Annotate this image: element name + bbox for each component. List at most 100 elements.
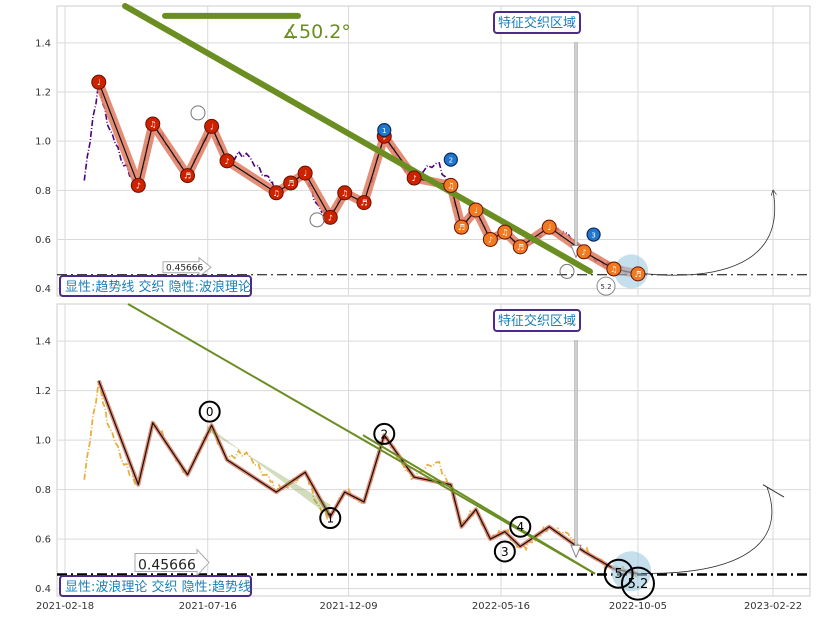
wave-number-label: 4 (516, 520, 524, 534)
wave-number-circle (509, 515, 532, 538)
wave-vertex-marker (219, 153, 235, 169)
zone-label-box (493, 309, 581, 332)
wave-vertex-marker (356, 195, 372, 211)
wave-vertex-marker (443, 177, 459, 193)
wave-vertex-marker (541, 219, 557, 235)
wave-vertex-marker (130, 177, 146, 193)
zone-label: 特征交织区域 (498, 313, 576, 329)
legend-text: 显性:波浪理论 交织 隐性:趋势线 (65, 579, 251, 595)
note-icon: ♫ (610, 265, 617, 274)
y-tick-label: 0.6 (35, 235, 51, 246)
x-tick-label: 2023-02-22 (744, 601, 802, 612)
y-tick-label: 0.8 (35, 186, 51, 197)
wave-vertex-marker (145, 116, 161, 132)
wave-number-circle (493, 540, 516, 563)
wave-vertex-marker (91, 74, 107, 90)
top-panel: 0.4 0.6 0.8 1.0 1.2 1.4 0.45666 ∡50.2° 特征交织区域显性:… (35, 3, 811, 297)
wave-vertex-marker (204, 118, 220, 134)
hline-value-label: 0.45666 (166, 264, 203, 274)
y-tick-label: 1.0 (35, 436, 51, 447)
wave-vertex-marker (630, 266, 646, 282)
hline-label-box (162, 256, 212, 278)
hollow-point-marker (309, 212, 325, 228)
projection-end-tick (762, 484, 785, 498)
x-tick-label: 2021-02-18 (36, 601, 94, 612)
wave-number-label: 0 (206, 405, 214, 419)
wave-number-label: 1 (326, 512, 334, 526)
wave-point-5-2-marker (596, 276, 616, 296)
wave-number-label: 3 (501, 545, 509, 559)
wave-number-label: 5.2 (628, 577, 649, 592)
wave-vertex-marker (576, 244, 592, 260)
x-tick-label: 2021-07-16 (179, 601, 237, 612)
note-icon: ♫ (447, 181, 454, 190)
wave-number-label: 2 (449, 157, 453, 165)
note-icon: ♬ (634, 270, 641, 279)
hollow-point-marker (190, 105, 206, 121)
y-tick-label: 1.0 (35, 137, 51, 148)
note-icon: ♩ (210, 122, 214, 131)
note-icon: ♩ (303, 169, 307, 178)
wave-number-label: 2 (380, 427, 388, 441)
wave-number-circle (319, 507, 342, 530)
hline-label-box (134, 548, 210, 577)
note-icon: ♫ (149, 120, 156, 129)
wave-number-circle (198, 400, 221, 423)
note-icon: ♩ (474, 206, 478, 215)
y-tick-label: 0.4 (35, 584, 51, 595)
projection-curve (641, 190, 775, 276)
plot-area (56, 303, 811, 597)
note-icon: ♪ (581, 248, 586, 257)
wave-vertex-marker (297, 165, 313, 181)
x-tick-label: 2022-10-05 (609, 601, 667, 612)
wave-point-5-2-label: 5.2 (600, 283, 611, 291)
zone-arrow-head (570, 544, 582, 559)
note-icon: ♫ (341, 189, 348, 198)
trend-line-2 (362, 434, 596, 575)
wave-vertex-marker (180, 168, 196, 184)
note-icon: ♩ (547, 223, 551, 232)
note-icon: ♬ (360, 199, 367, 208)
trend-angle-label: ∡50.2° (282, 21, 351, 43)
y-tick-label: 1.4 (35, 337, 51, 348)
wave-number-label: 3 (591, 232, 595, 240)
note-icon: ♪ (488, 235, 493, 244)
wave-number-badge (377, 123, 392, 138)
wave-vertex-marker (283, 175, 299, 191)
note-icon: ♬ (458, 223, 465, 232)
wave-number-badge (443, 152, 458, 167)
x-axis: 2021-02-18 2021-07-16 2021-12-09 2022-05-16… (36, 601, 802, 612)
x-tick-label: 2021-12-09 (320, 601, 378, 612)
wave-vertex-marker (337, 185, 353, 201)
wave-vertex-marker (453, 219, 469, 235)
wave-number-circle (603, 558, 634, 589)
legend-box (59, 575, 252, 597)
wave-vertex-marker (482, 231, 498, 247)
trend-channel (206, 425, 331, 517)
y-tick-label: 1.4 (35, 38, 51, 49)
wave-line (98, 380, 639, 575)
trend-line (122, 3, 593, 275)
note-icon: ♪ (224, 157, 229, 166)
note-icon: ♬ (184, 172, 191, 181)
wave-vertex-marker (468, 202, 484, 218)
wave-vertex-marker (606, 261, 622, 277)
wave-vertex-marker (406, 170, 422, 186)
y-tick-label: 0.6 (35, 535, 51, 546)
note-icon: ♪ (412, 174, 417, 183)
legend-text: 显性:趋势线 交织 隐性:波浪理论 (65, 279, 251, 295)
y-tick-label: 1.2 (35, 386, 51, 397)
trend-line (127, 303, 596, 575)
zone-label: 特征交织区域 (498, 15, 576, 31)
wave-number-badge (586, 227, 601, 242)
note-icon: ♬ (287, 179, 294, 188)
note-icon: ♩ (97, 78, 101, 87)
wave-vertex-marker (268, 185, 284, 201)
note-icon: ♪ (136, 181, 141, 190)
projection-curve (641, 486, 773, 574)
wave-number-label: 5 (615, 567, 623, 582)
hline-value-label: 0.45666 (138, 558, 196, 574)
wave-number-label: 1 (382, 127, 386, 135)
wave-number-circle (373, 422, 396, 445)
